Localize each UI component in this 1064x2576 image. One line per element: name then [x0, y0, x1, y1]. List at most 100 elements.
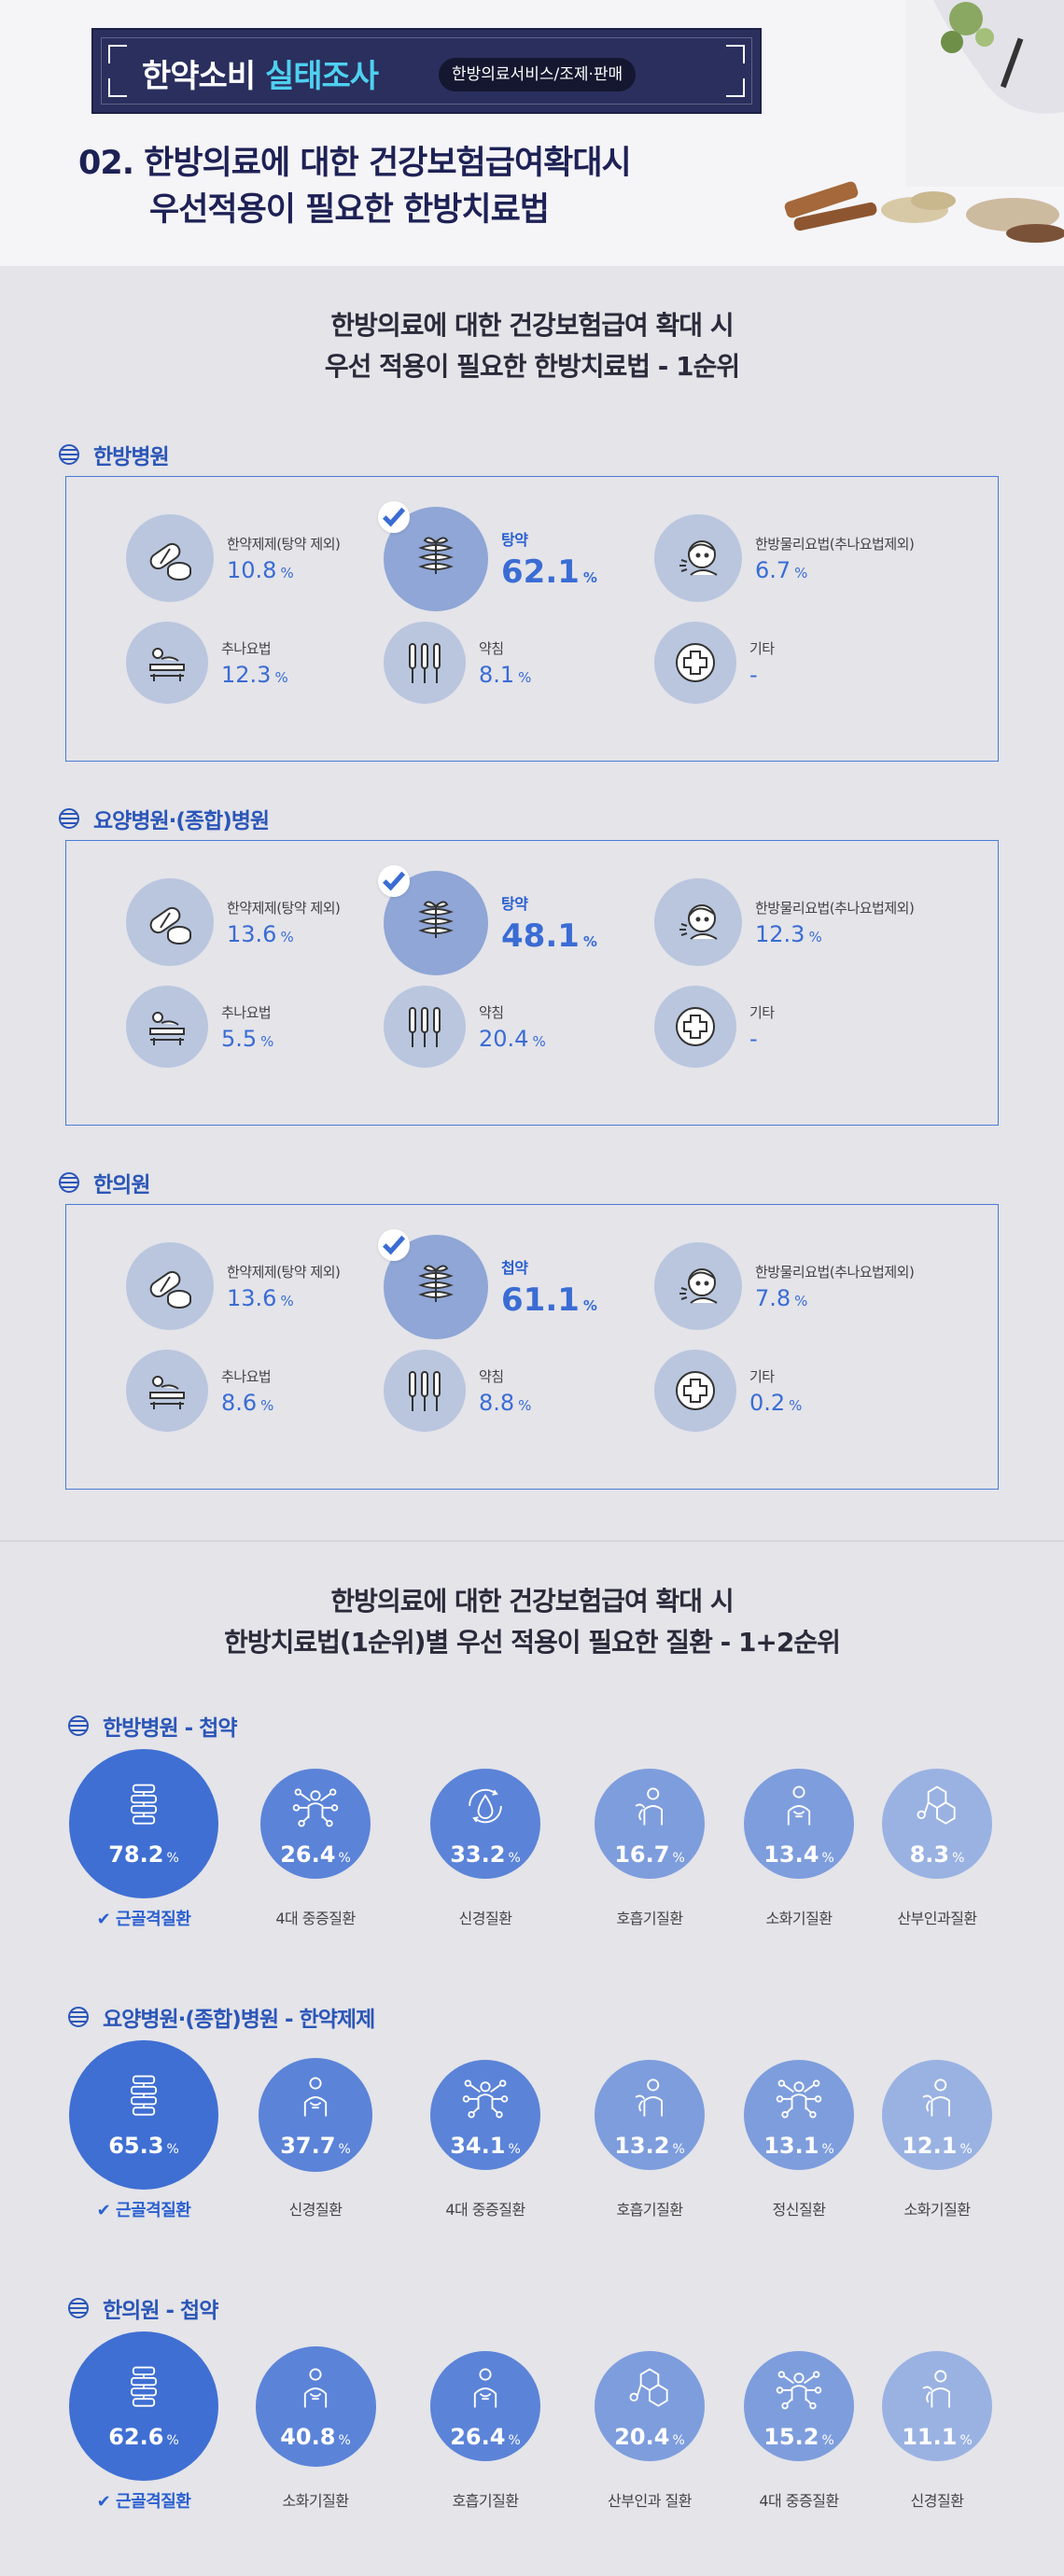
treatment-item: 추나요법 12.3%	[126, 622, 288, 704]
treatment-item: 첩약 61.1%	[378, 1229, 597, 1339]
disease-label: 신경질환	[458, 1910, 512, 1927]
section2-title-line2: 한방치료법(1순위)별 우선 적용이 필요한 질환 - 1+2순위	[224, 1627, 841, 1658]
plus-icon	[654, 986, 736, 1068]
treatment-label: 한방물리요법(추나요법제외)	[755, 899, 915, 917]
disease-value: 40.8%	[280, 2424, 351, 2450]
treatment-label: 기타	[749, 639, 775, 657]
banner-title-part2: 실태조사	[264, 58, 379, 95]
group-label: 한방병원	[58, 439, 170, 470]
globe-icon	[59, 808, 79, 829]
disease-label: ✔ 근골격질환	[96, 1910, 191, 1929]
globe-icon	[68, 1715, 89, 1736]
treatment-item: 한약제제(탕약 제외) 10.8%	[126, 514, 341, 602]
respiratory-icon	[911, 2362, 963, 2424]
treatment-value: 61.1%	[501, 1281, 597, 1319]
globe-icon	[59, 444, 79, 465]
disease-value: 11.1%	[902, 2424, 973, 2450]
disease-label: 4대 중증질환	[759, 2492, 839, 2510]
globe-icon	[59, 1172, 79, 1193]
treatment-item: 한방물리요법(추나요법제외) 12.3%	[654, 878, 915, 966]
disease-bubble: 78.2%	[69, 1749, 218, 1898]
disease-value: 62.6%	[108, 2424, 179, 2450]
disease-label: ✔ 근골격질환	[96, 2492, 191, 2512]
treatment-value: 12.3%	[755, 920, 822, 947]
treatment-value: 12.3%	[221, 661, 288, 688]
disease-value: 16.7%	[614, 1841, 685, 1868]
treatment-item: 약침 20.4%	[384, 986, 546, 1068]
treatment-label: 약침	[479, 639, 504, 657]
disease-label: 호흡기질환	[616, 2201, 683, 2219]
treatment-label: 탕약	[501, 531, 528, 549]
pill-icon	[126, 514, 214, 602]
page-title: 02. 한방의료에 대한 건강보험급여확대시 우선적용이 필요한 한방치료법	[78, 140, 632, 233]
treatment-value: 8.8%	[479, 1389, 532, 1416]
disease-bubble: 40.8%	[255, 2345, 376, 2467]
molecule-icon	[623, 2362, 676, 2424]
disease-label: 4대 중증질환	[275, 1910, 356, 1927]
disease-value: 13.4%	[763, 1841, 834, 1868]
spine-icon	[118, 1780, 170, 1841]
pill-icon	[126, 878, 214, 966]
check-icon: ✔	[96, 2492, 117, 2512]
globe-icon	[68, 2298, 89, 2318]
disease-bubble: 37.7%	[259, 2058, 372, 2172]
treatment-value: 8.6%	[221, 1389, 274, 1416]
group-label-text: 한방병원	[93, 445, 170, 469]
disease-label: ✔ 근골격질환	[96, 2201, 191, 2220]
disease-label: 소화기질환	[765, 1910, 833, 1927]
digestive-icon	[289, 2362, 342, 2424]
disease-value: 37.7%	[280, 2133, 351, 2159]
herb-pack-icon	[378, 1229, 488, 1339]
treatment-label: 탕약	[501, 895, 528, 913]
treatment-item: 한약제제(탕약 제외) 13.6%	[126, 878, 341, 966]
body-network-icon	[773, 2071, 825, 2133]
group-label-text: 요양병원·(종합)병원 - 한약제제	[103, 2008, 375, 2032]
treatment-value: 62.1%	[501, 553, 597, 591]
treatment-value: 5.5%	[221, 1025, 274, 1052]
banner-title-part1: 한약소비	[142, 58, 256, 95]
check-icon: ✔	[96, 1910, 117, 1929]
section1-title: 한방의료에 대한 건강보험급여 확대 시 우선 적용이 필요한 한방치료법 - …	[0, 305, 1064, 387]
treatment-value: 0.2%	[749, 1389, 803, 1416]
globe-icon	[68, 2007, 89, 2027]
section-disease-ranking: 한방의료에 대한 건강보험급여 확대 시 한방치료법(1순위)별 우선 적용이 …	[0, 1540, 1064, 2576]
check-icon	[378, 501, 410, 533]
page-header: 한약소비 실태조사 한방의료서비스/조제·판매 02. 한방의료에 대한 건강보…	[0, 0, 1064, 266]
disease-label: 소화기질환	[282, 2492, 349, 2510]
plus-icon	[654, 1350, 736, 1432]
check-icon	[378, 1229, 410, 1261]
treatment-item: 탕약 62.1%	[378, 501, 597, 611]
treatment-label: 첩약	[501, 1259, 528, 1277]
disease-bubble: 20.4%	[595, 2351, 705, 2461]
treatment-item: 탕약 48.1%	[378, 865, 597, 975]
disease-value: 26.4%	[450, 2424, 521, 2450]
page-title-line2: 우선적용이 필요한 한방치료법	[149, 191, 550, 229]
herb-pack-icon	[378, 865, 488, 975]
disease-bubble: 8.3%	[882, 1769, 992, 1879]
disease-value: 78.2%	[108, 1841, 179, 1868]
disease-bubble: 16.7%	[595, 1769, 705, 1879]
disease-label: 정신질환	[772, 2201, 826, 2219]
treatment-item: 한방물리요법(추나요법제외) 6.7%	[654, 514, 915, 602]
drop-cycle-icon	[459, 1780, 511, 1841]
treatment-label: 한약제제(탕약 제외)	[227, 1263, 341, 1281]
treatment-label: 추나요법	[221, 639, 272, 657]
section2-title-line1: 한방의료에 대한 건강보험급여 확대 시	[330, 1586, 734, 1617]
banner-tag: 한방의료서비스/조제·판매	[439, 58, 637, 91]
disease-bubble: 12.1%	[882, 2060, 992, 2170]
treatment-item: 약침 8.1%	[384, 622, 531, 704]
treatment-item: 한방물리요법(추나요법제외) 7.8%	[654, 1242, 915, 1330]
disease-label: 소화기질환	[903, 2201, 971, 2219]
herbs-illustration-icon	[784, 0, 1064, 243]
treatment-item: 약침 8.8%	[384, 1350, 531, 1432]
digestive-icon	[459, 2362, 511, 2424]
treatment-label: 한약제제(탕약 제외)	[227, 535, 341, 553]
check-icon: ✔	[96, 2201, 117, 2220]
treatment-value: 20.4%	[479, 1025, 546, 1052]
herb-pack-icon	[378, 501, 488, 611]
disease-bubble: 15.2%	[744, 2351, 854, 2461]
disease-value: 15.2%	[763, 2424, 834, 2450]
physio-face-icon	[654, 514, 742, 602]
chuna-icon	[126, 1350, 208, 1432]
disease-bubble: 34.1%	[430, 2060, 540, 2170]
